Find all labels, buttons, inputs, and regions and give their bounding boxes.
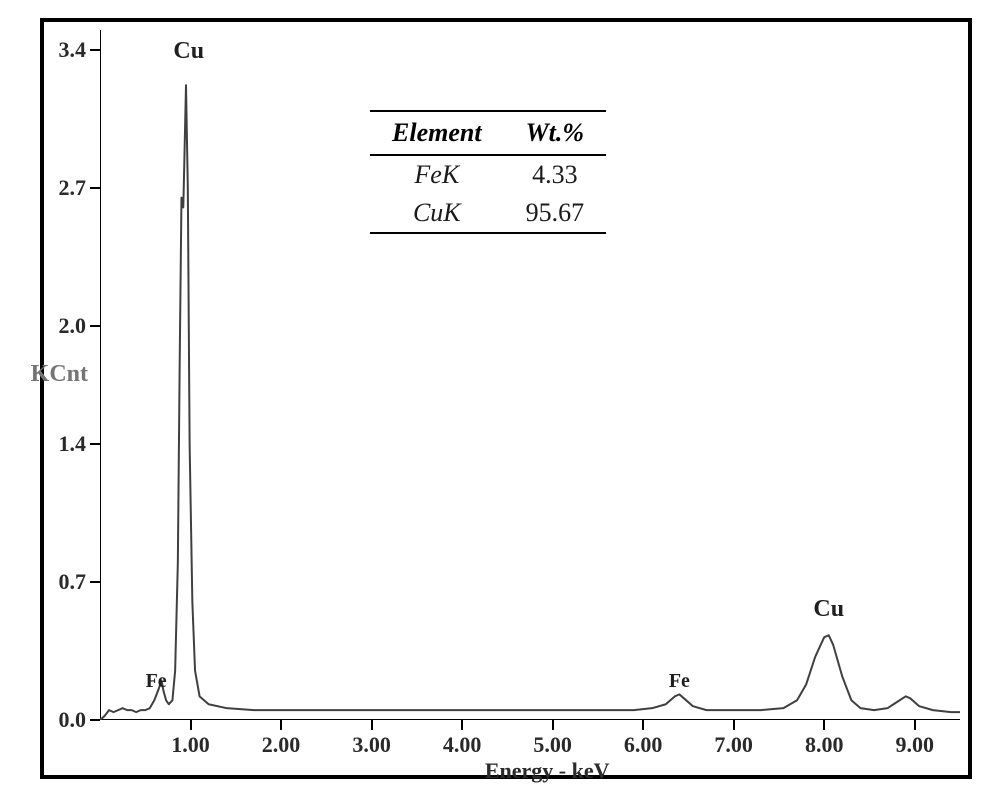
x-tick-label: 5.00: [533, 732, 572, 758]
cell-wt: 4.33: [504, 155, 607, 194]
y-tick-mark: [90, 325, 100, 327]
x-tick-mark: [552, 720, 554, 730]
x-axis-label: Energy - keV: [485, 758, 610, 784]
table-header-wt: Wt.%: [504, 111, 607, 155]
y-tick-label: 2.7: [59, 175, 87, 201]
x-tick-mark: [733, 720, 735, 730]
table-header-element: Element: [370, 111, 504, 155]
x-tick-label: 6.00: [624, 732, 663, 758]
x-tick-mark: [914, 720, 916, 730]
cell-element: FeK: [370, 155, 504, 194]
x-tick-label: 9.00: [895, 732, 934, 758]
y-tick-mark: [90, 49, 100, 51]
y-tick-label: 3.4: [59, 37, 87, 63]
peak-label: Cu: [173, 38, 204, 65]
y-tick-mark: [90, 581, 100, 583]
y-tick-label: 1.4: [59, 431, 87, 457]
table-row: FeK 4.33: [370, 155, 606, 194]
y-axis-label: KCnt: [31, 361, 88, 388]
x-tick-label: 8.00: [805, 732, 844, 758]
y-tick-label: 0.0: [59, 707, 87, 733]
x-tick-label: 4.00: [443, 732, 482, 758]
y-tick-mark: [90, 719, 100, 721]
y-tick-mark: [90, 443, 100, 445]
peak-label: Fe: [146, 670, 167, 693]
y-tick-mark: [90, 187, 100, 189]
x-tick-label: 3.00: [352, 732, 391, 758]
eds-spectrum-figure: KCnt Energy - keV 0.0 0.7 1.4 2.0 2.7 3.4 1.00…: [0, 0, 1000, 799]
x-tick-label: 1.00: [171, 732, 210, 758]
x-tick-mark: [371, 720, 373, 730]
x-tick-label: 2.00: [262, 732, 301, 758]
x-tick-mark: [823, 720, 825, 730]
cell-element: CuK: [370, 194, 504, 233]
x-tick-label: 7.00: [714, 732, 753, 758]
y-tick-label: 2.0: [59, 313, 87, 339]
y-tick-label: 0.7: [59, 569, 87, 595]
composition-table: Element Wt.% FeK 4.33 CuK 95.67: [370, 110, 606, 234]
table-row: CuK 95.67: [370, 194, 606, 233]
peak-label: Fe: [669, 670, 690, 693]
cell-wt: 95.67: [504, 194, 607, 233]
x-tick-mark: [190, 720, 192, 730]
x-tick-mark: [642, 720, 644, 730]
peak-label: Cu: [813, 596, 844, 623]
x-tick-mark: [461, 720, 463, 730]
x-tick-mark: [280, 720, 282, 730]
